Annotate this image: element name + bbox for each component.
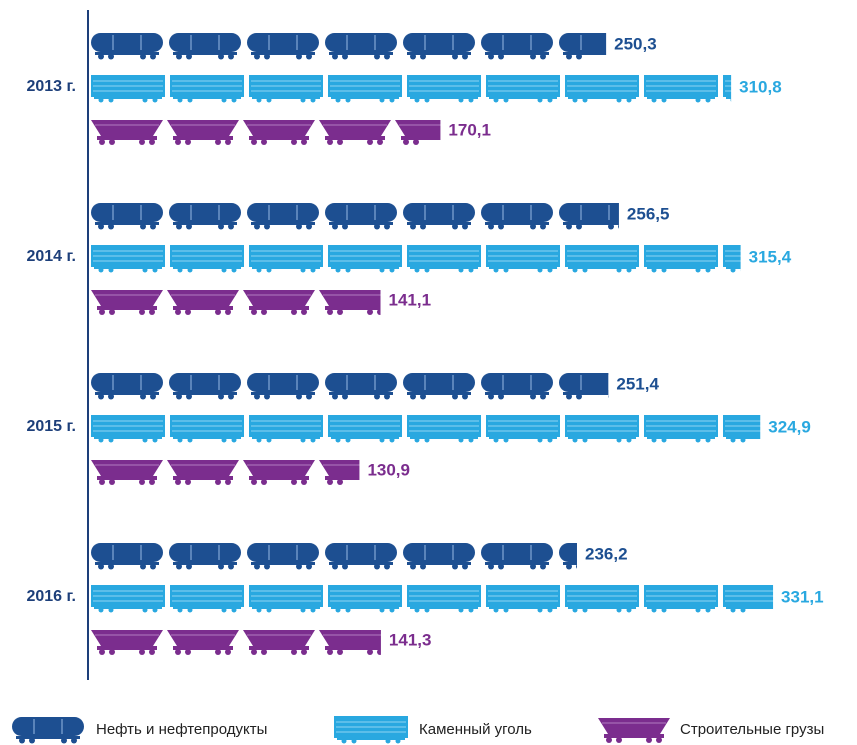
bar	[89, 370, 608, 400]
bar-group	[89, 200, 619, 230]
bar-group	[89, 243, 741, 273]
legend-item: Строительные грузы	[596, 714, 824, 744]
value-label: 141,3	[389, 630, 432, 649]
bar	[89, 540, 577, 570]
value-label: 256,5	[627, 204, 670, 223]
value-label: 310,8	[739, 77, 782, 96]
value-label: 170,1	[448, 120, 491, 139]
value-label: 315,4	[749, 247, 792, 266]
legend-swatch	[332, 714, 409, 744]
bar-group	[89, 116, 440, 146]
value-label: 130,9	[367, 460, 410, 479]
bar	[89, 200, 619, 230]
bar	[89, 413, 760, 443]
value-label: 250,3	[614, 34, 657, 53]
y-tick-label: 2015 г.	[26, 418, 76, 435]
y-tick-label: 2013 г.	[26, 78, 76, 95]
bar-group	[89, 30, 606, 60]
bar	[89, 583, 773, 613]
legend-label: Нефть и нефтепродукты	[96, 721, 267, 738]
bar	[89, 626, 381, 656]
legend-item: Нефть и нефтепродукты	[10, 714, 267, 744]
chart: 2013 г. 250,3 310,8 170,1 2014 г. 256,5 315,4 1…	[0, 0, 857, 745]
y-tick-label: 2016 г.	[26, 588, 76, 605]
bar-group	[89, 626, 381, 656]
bar-group	[89, 583, 773, 613]
y-tick-label: 2014 г.	[26, 248, 76, 265]
bar-group	[89, 286, 381, 316]
bar	[89, 73, 731, 103]
legend-swatch	[596, 714, 670, 744]
bar	[89, 30, 606, 60]
legend-label: Строительные грузы	[680, 721, 824, 738]
bar	[89, 456, 359, 486]
value-label: 141,1	[389, 290, 432, 309]
bar-group	[89, 540, 577, 570]
value-label: 331,1	[781, 587, 824, 606]
legend-item: Каменный уголь	[332, 714, 532, 744]
bar-group	[89, 456, 359, 486]
bar-group	[89, 413, 760, 443]
bar	[89, 116, 440, 146]
value-label: 324,9	[768, 417, 811, 436]
value-label: 236,2	[585, 544, 628, 563]
bar	[89, 243, 741, 273]
bar-group	[89, 370, 608, 400]
value-label: 251,4	[616, 374, 659, 393]
bar-group	[89, 73, 731, 103]
legend-label: Каменный уголь	[419, 721, 532, 738]
legend-swatch	[10, 714, 86, 744]
bar	[89, 286, 381, 316]
